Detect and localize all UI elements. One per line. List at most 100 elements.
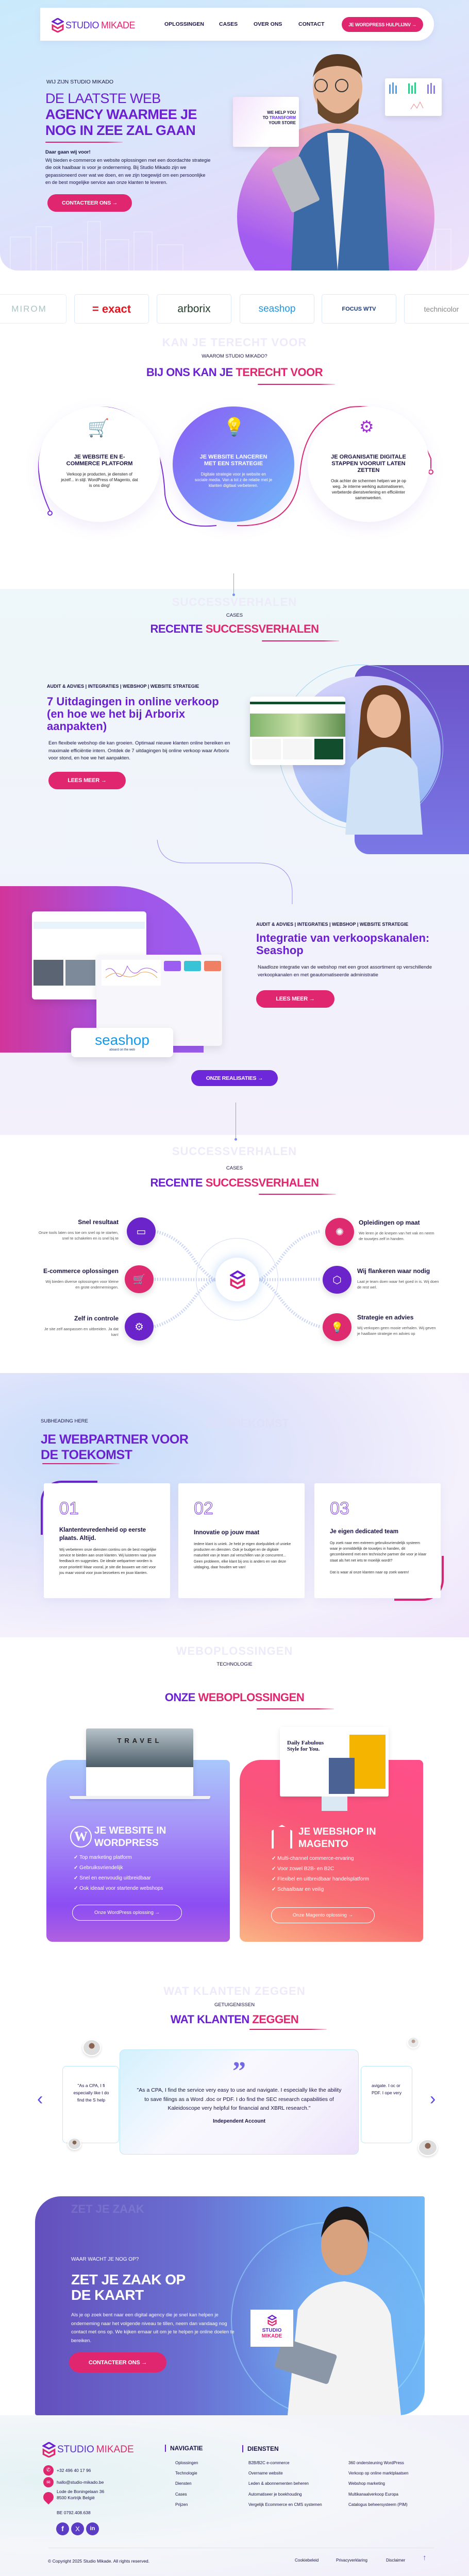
feature-text: Laat je team doen waar het goed in is. W…	[357, 1279, 439, 1290]
title-part: BIJ ONS KAN JE	[146, 366, 233, 379]
card-title: Je eigen dedicated team	[330, 1529, 398, 1535]
partner-card: 02 Innovatie op jouw maat Iedere klant i…	[178, 1483, 305, 1598]
title-part: RECENTE	[150, 1176, 203, 1189]
facebook-icon[interactable]: f	[56, 2522, 69, 2535]
footer-nav-link[interactable]: Oplossingen	[175, 2461, 198, 2465]
case-text: Naadloze integratie van de webshop met e…	[258, 964, 432, 978]
carousel-prev-arrow[interactable]: ‹	[37, 2089, 43, 2109]
footer-service-link[interactable]: Catalogus beheersysteem (PIM)	[348, 2502, 408, 2507]
section-label: GETUIGENISSEN	[214, 2002, 255, 2008]
service-text: Verkoop je producten, je diensten of jez…	[61, 472, 138, 488]
copyright-text: © Copyright 2025 Studio Mikade. All righ…	[48, 2558, 150, 2564]
card-number: 03	[330, 1499, 350, 1519]
card-number: 01	[59, 1499, 79, 1519]
solution-title: JE WEBSITE IN WORDPRESS	[94, 1825, 166, 1849]
nav-contact[interactable]: CONTACT	[298, 21, 325, 27]
service-title: JE ORGANISATIE DIGITALE STAPPEN VOORUIT …	[331, 454, 406, 473]
testimonial-card-prev[interactable]: "As a CPA, I fi especially like t do fin…	[62, 2066, 119, 2143]
cta-title: ZET JE ZAAK OP DE KAART	[71, 2272, 241, 2303]
accent-corner-purple	[41, 1481, 97, 1535]
mockup-line: YOUR STORE	[269, 121, 296, 125]
case-title[interactable]: 7 Uitdagingen in online verkoop (en hoe …	[47, 695, 219, 733]
settings-icon: ⚙	[125, 1313, 154, 1341]
our-projects-button[interactable]: ONZE REALISATIES →	[191, 1070, 278, 1086]
section-label: WAAROM STUDIO MIKADO?	[202, 353, 267, 359]
footer-legal-link[interactable]: Disclaimer	[386, 2558, 406, 2563]
case-read-more-button[interactable]: LEES MEER →	[48, 771, 126, 789]
linkedin-icon[interactable]: in	[86, 2522, 99, 2535]
footer-phone[interactable]: +32 496 40 17 96	[57, 2468, 91, 2473]
card-title: Klantentevredenheid op eerste plaats. Al…	[59, 1527, 146, 1541]
cta-contact-button[interactable]: CONTACTEER ONS →	[69, 2352, 166, 2372]
list-item: Schaalbaar en veilig	[272, 1887, 369, 1897]
logo[interactable]: STUDIO MIKADE	[52, 18, 136, 32]
card-number: 02	[194, 1499, 214, 1519]
lightbulb-gear-icon: 💡	[223, 417, 245, 437]
title-underline	[259, 1194, 336, 1195]
cta-content: ZET JE ZAAK OP DE KAART Als je op zoek be…	[69, 2272, 241, 2372]
service-title: JE WEBSITE EN E-COMMERCE PLATFORM	[66, 454, 133, 467]
hero-person-image	[272, 54, 389, 270]
footer-service-link[interactable]: Multikanaalverkoop Europa	[348, 2492, 398, 2497]
footer-nav-title: NAVIGATIE	[165, 2445, 203, 2452]
footer-legal-link[interactable]: Privacyverklaring	[336, 2558, 367, 2563]
footer-service-link[interactable]: 360 ondersteuning WordPress	[348, 2461, 404, 2465]
solution-title: JE WEBSHOP IN MAGENTO	[298, 1826, 376, 1850]
watermark-text: SUCCESSVERHALEN	[172, 1145, 297, 1158]
avatar	[82, 2039, 101, 2056]
carousel-next-arrow[interactable]: ›	[430, 2089, 436, 2109]
card-text: Op zoek naar een extreem gebruiksvriende…	[330, 1540, 427, 1563]
card-text: Iedere klant is uniek. Je hebt je eigen …	[194, 1541, 291, 1569]
nav-cases[interactable]: CASES	[219, 21, 238, 27]
footer-nav-link[interactable]: Diensten	[175, 2481, 192, 2486]
footer-logo[interactable]: STUDIO MIKADE	[42, 2442, 134, 2458]
case-title[interactable]: Integratie van verkoopskanalen: Seashop	[256, 931, 430, 957]
hero-title-line: DE LAATSTE WEB	[45, 91, 161, 106]
title-accent: TERECHT VOOR	[236, 366, 323, 379]
footer-nav-link[interactable]: Prijzen	[175, 2502, 188, 2507]
section-title: BIJ ONS KAN JE TERECHT VOOR	[0, 366, 469, 379]
hero-text: Wij bieden e-commerce en website oplossi…	[45, 158, 211, 185]
magento-solution-button[interactable]: Onze Magento oplossing →	[271, 1907, 375, 1923]
title-part: WAT KLANTEN	[170, 2013, 249, 2026]
footer-service-link[interactable]: Overname website	[248, 2471, 283, 2476]
case-text: Een flexibele webshop die kan groeien. O…	[48, 740, 230, 761]
hero-body: Daar gaan wij voor! Wij bieden e-commerc…	[45, 149, 211, 212]
cta-text: Als je op zoek bent naar een digital age…	[71, 2312, 234, 2344]
footer-email[interactable]: hallo@studio-mikado.be	[57, 2480, 104, 2485]
wordpress-helpline-button[interactable]: JE WORDPRESS HULPLIJNV →	[342, 17, 423, 32]
section-title: RECENTE SUCCESSVERHALEN	[0, 622, 469, 636]
watermark-text: DE TOEKOMST	[206, 1417, 289, 1430]
footer-service-link[interactable]: Leden & abonnementen beheren	[248, 2481, 309, 2486]
hero-title-line: AGENCY WAARMEE JE	[45, 107, 197, 122]
monitor-stand	[322, 1797, 347, 1811]
list-item: Snel en eenvoudig uitbreidbaar	[74, 1875, 163, 1886]
badge-text: STUDIO	[262, 2328, 282, 2333]
site-footer: STUDIO MIKADE ✆ +32 496 40 17 96 ✉ hallo…	[0, 2415, 469, 2576]
back-to-top-icon[interactable]: ↑	[423, 2553, 427, 2562]
hero-contact-button[interactable]: CONTACTEER ONS →	[47, 194, 132, 212]
center-ring	[196, 1238, 278, 1320]
footer-service-link[interactable]: Automatiseer je boekhouding	[248, 2492, 302, 2497]
title-underline	[257, 1708, 334, 1709]
nav-oplossingen[interactable]: OPLOSSINGEN	[164, 21, 205, 27]
footer-nav-link[interactable]: Technologie	[175, 2471, 197, 2476]
partner-card: 03 Je eigen dedicated team Op zoek naar …	[314, 1483, 441, 1598]
footer-service-link[interactable]: Vergelijk Ecommerce en CMS systemen	[248, 2502, 322, 2507]
footer-legal-link[interactable]: Cookiebeleid	[295, 2558, 319, 2563]
footer-nav-link[interactable]: Cases	[175, 2492, 187, 2497]
x-twitter-icon[interactable]: X	[71, 2522, 84, 2535]
feature-title: Snel resultaat	[78, 1218, 119, 1226]
wordpress-solution-button[interactable]: Onze WordPress oplossing →	[72, 1905, 182, 1921]
footer-service-link[interactable]: Verkoop op online marktplaatsen	[348, 2471, 409, 2476]
nav-over-ons[interactable]: OVER ONS	[254, 21, 282, 27]
section-title: WAT KLANTEN ZEGGEN	[0, 2013, 469, 2026]
case-read-more-button[interactable]: LEES MEER →	[256, 990, 334, 1008]
testimonial-card-next[interactable]: avigate. I oc or PDF. I ope very	[361, 2066, 412, 2143]
footer-service-link[interactable]: B2B/B2C e-commerce	[248, 2461, 290, 2465]
section-title: RECENTE SUCCESSVERHALEN	[0, 1176, 469, 1190]
feature-text: We leren je de knepen van het vak en nee…	[359, 1231, 434, 1241]
client-logo-mirom: MIROM	[0, 294, 66, 324]
site-header: STUDIO MIKADE OPLOSSINGEN CASES OVER ONS…	[40, 8, 434, 41]
footer-service-link[interactable]: Webshop marketing	[348, 2481, 385, 2486]
